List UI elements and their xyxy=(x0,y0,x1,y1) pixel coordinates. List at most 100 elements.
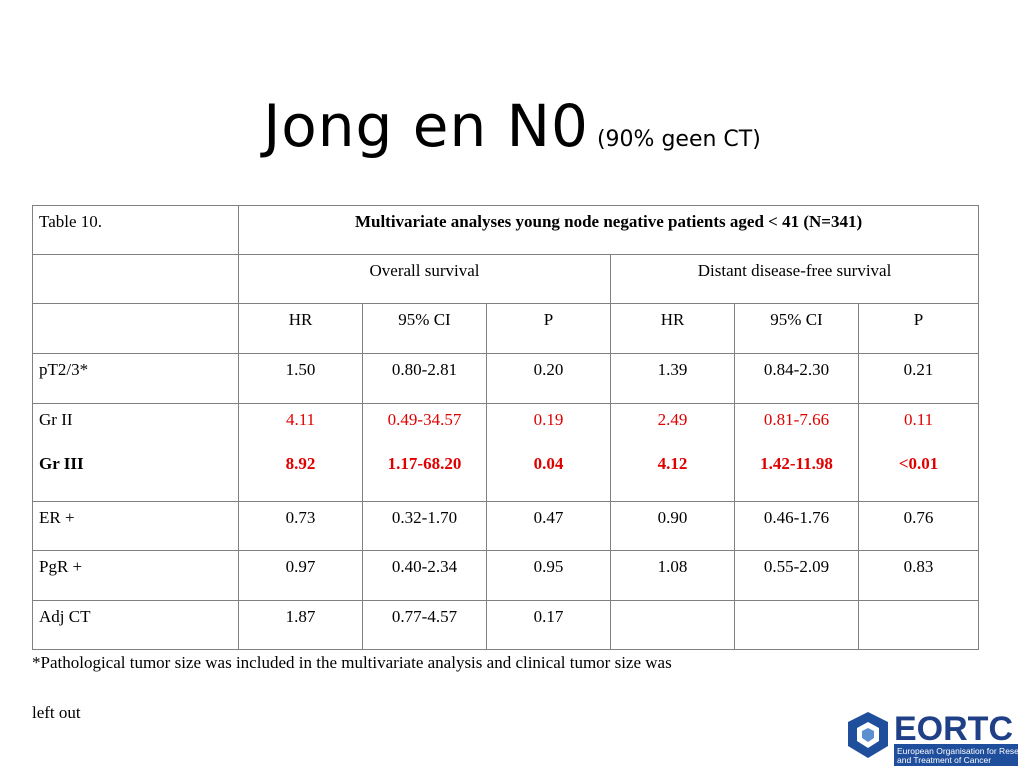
cell-value: 0.55-2.09 xyxy=(763,557,830,576)
table-row: Gr II Gr III 4.11 8.92 0.49-34.57 1.17-68.20 0… xyxy=(32,402,980,502)
logo-tagline: and Treatment of Cancer xyxy=(897,755,991,765)
cell-value: 0.84-2.30 xyxy=(763,360,830,379)
value-cell xyxy=(857,599,980,650)
value-cell: 1.08 xyxy=(610,550,735,601)
value-cell: 0.46-1.76 xyxy=(734,500,859,551)
cell-value: 1.87 xyxy=(285,606,316,626)
value-cell: 0.84-2.30 xyxy=(734,353,859,404)
cell-value: 0.73 xyxy=(285,507,316,527)
cell-value: 0.46-1.76 xyxy=(763,507,830,527)
group-header: Distant disease-free survival xyxy=(609,254,980,304)
line-gap xyxy=(243,430,358,454)
table-row: HR 95% CI P HR 95% CI P xyxy=(32,303,980,354)
value-cell: 0.83 xyxy=(857,550,980,601)
row-label: Adj CT xyxy=(39,606,91,626)
group-header: Overall survival xyxy=(238,254,611,304)
table-caption: Table 10. xyxy=(32,205,239,255)
cell-value: 0.76 xyxy=(903,507,934,527)
table-heading: Multivariate analyses young node negativ… xyxy=(237,205,980,255)
line-gap xyxy=(491,430,606,454)
value-cell: 0.90 xyxy=(610,500,735,551)
row-label: PgR + xyxy=(39,557,83,576)
value-cell: 0.73 xyxy=(238,500,363,551)
value-cell: 0.97 xyxy=(238,550,363,601)
value-cell: 0.81-7.66 1.42-11.98 xyxy=(734,402,859,502)
logo-graphic: EORTC European Organisation for Research… xyxy=(848,710,1024,766)
row-label: Gr II xyxy=(39,409,73,429)
value-cell xyxy=(734,599,859,650)
value-cell: 0.77-4.57 xyxy=(362,599,487,650)
cell-value: 0.81-7.66 xyxy=(763,409,830,429)
value-cell: 0.19 0.04 xyxy=(486,402,611,502)
value-cell: 0.47 xyxy=(486,500,611,551)
row-label: ER + xyxy=(39,507,75,527)
logo: EORTC European Organisation for Research… xyxy=(842,708,1024,768)
cell-value: 1.50 xyxy=(285,360,316,379)
value-cell: 0.95 xyxy=(486,550,611,601)
logo-tagline: European Organisation for Research xyxy=(897,746,1022,756)
cell-value: 4.12 xyxy=(657,453,688,473)
cell-value: 0.49-34.57 xyxy=(387,409,462,429)
cell-value: 0.17 xyxy=(533,606,564,626)
value-cell: 0.80-2.81 xyxy=(362,353,487,404)
value-cell: 0.76 xyxy=(857,500,980,551)
value-cell: 2.49 4.12 xyxy=(610,402,735,502)
cell-value: 1.42-11.98 xyxy=(760,453,833,473)
title-block: Jong en N0 (90% geen CT) xyxy=(0,92,1024,160)
cell-value: 0.40-2.34 xyxy=(391,557,458,576)
slide-title: Jong en N0 xyxy=(263,92,589,160)
cell-value: 4.11 xyxy=(285,409,316,429)
cell-value: 0.20 xyxy=(533,360,564,379)
value-cell: 0.40-2.34 xyxy=(362,550,487,601)
row-label-cell: PgR + xyxy=(32,550,239,601)
value-cell: 0.11 <0.01 xyxy=(857,402,980,502)
footnote: left out xyxy=(32,703,81,722)
cell-value: 0.04 xyxy=(533,453,564,473)
line-gap xyxy=(863,430,974,454)
column-header: HR xyxy=(610,303,735,354)
line-gap xyxy=(39,430,234,454)
value-cell: 0.49-34.57 1.17-68.20 xyxy=(362,402,487,502)
cell-value: 0.19 xyxy=(533,409,564,429)
results-table: Table 10. Multivariate analyses young nod… xyxy=(32,205,980,650)
column-header: 95% CI xyxy=(362,303,487,354)
column-header: P xyxy=(486,303,611,354)
column-header: P xyxy=(857,303,980,354)
cell-value: 0.97 xyxy=(285,557,316,576)
value-cell xyxy=(610,599,735,650)
cell-value: 0.11 xyxy=(903,409,934,429)
row-label-cell: pT2/3* xyxy=(32,353,239,404)
column-header: 95% CI xyxy=(734,303,859,354)
logo-hexagon-core xyxy=(862,728,874,742)
column-header: HR xyxy=(238,303,363,354)
cell-value: 1.39 xyxy=(657,360,688,379)
cell-value: 0.83 xyxy=(903,557,934,576)
cell-value: <0.01 xyxy=(898,453,939,473)
value-cell: 0.55-2.09 xyxy=(734,550,859,601)
line-gap xyxy=(615,430,730,454)
row-label-cell: ER + xyxy=(32,500,239,551)
cell-value: 0.77-4.57 xyxy=(391,606,458,626)
cell-value: 8.92 xyxy=(285,453,316,473)
table-row: ER + 0.73 0.32-1.70 0.47 0.90 0.46-1.76 0.76 xyxy=(32,500,980,551)
logo-name: EORTC xyxy=(894,710,1013,748)
value-cell: 0.21 xyxy=(857,353,980,404)
table-row: Overall survival Distant disease-free sur… xyxy=(32,254,980,304)
cell-value: 2.49 xyxy=(657,409,688,429)
value-cell: 1.50 xyxy=(238,353,363,404)
row-label-cell: Gr II Gr III xyxy=(32,402,239,502)
cell-value: 1.17-68.20 xyxy=(387,453,462,473)
cell-value: 1.08 xyxy=(657,557,688,576)
empty-cell xyxy=(32,254,239,304)
table-row: Table 10. Multivariate analyses young nod… xyxy=(32,205,980,255)
cell-value: 0.21 xyxy=(903,360,934,379)
value-cell: 4.11 8.92 xyxy=(238,402,363,502)
cell-value: 0.95 xyxy=(533,557,564,576)
footnote: *Pathological tumor size was included in… xyxy=(32,653,672,672)
value-cell: 0.17 xyxy=(486,599,611,650)
row-label: pT2/3* xyxy=(39,360,89,379)
line-gap xyxy=(367,430,482,454)
cell-value: 0.90 xyxy=(657,507,688,527)
table-row: PgR + 0.97 0.40-2.34 0.95 1.08 0.55-2.09 0.83 xyxy=(32,550,980,601)
